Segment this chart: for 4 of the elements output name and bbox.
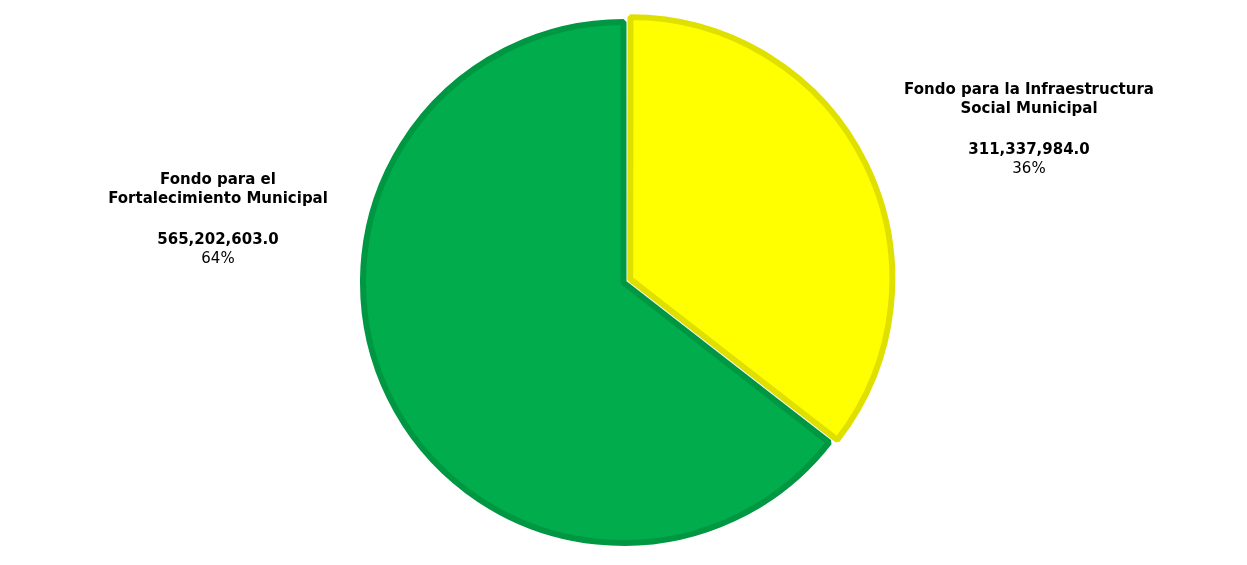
slice-label: Fondo para el Fortalecimiento Municipal [108, 169, 328, 207]
data-label: 311,337,984.0 36% [968, 139, 1090, 177]
slice-label: Fondo para la Infraestructura Social Municipal [904, 79, 1154, 117]
data-label: 565,202,603.0 64% [157, 229, 279, 267]
